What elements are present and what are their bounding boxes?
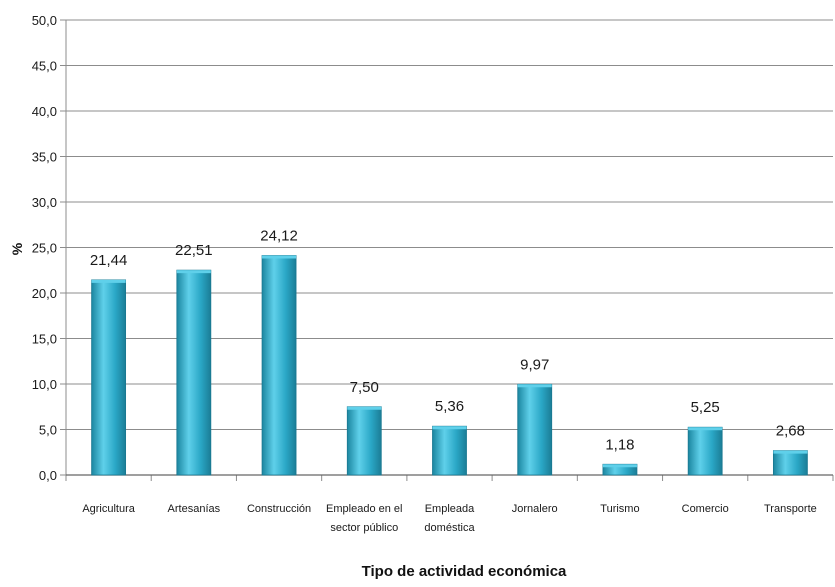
bar [517,383,553,476]
category-label: Turismo [600,503,639,515]
x-axis-title: Tipo de actividad económica [362,563,567,580]
bar-top-highlight [602,464,637,468]
y-tick-label: 50,0 [32,13,57,28]
data-label: 9,97 [520,356,549,373]
data-label: 1,18 [605,436,634,453]
y-axis-title: % [9,242,25,255]
category-label: Artesanías [168,503,221,515]
bar [772,450,808,476]
category-label: Empleada [425,503,475,515]
data-labels: 21,44 22,51 24,12 7,50 5,36 9,97 1,18 5,25 2,68 [90,228,805,454]
y-tick-label: 10,0 [32,377,57,392]
bar-top-highlight [432,426,467,430]
bar [687,426,723,476]
category-labels: Agricultura Artesanías Construcción Emplead… [82,503,816,534]
category-label: Comercio [682,503,729,515]
bar [261,255,297,476]
bar-top-highlight [176,270,211,274]
data-label: 5,36 [435,398,464,415]
category-label: Agricultura [82,503,135,515]
category-label: doméstica [424,522,475,534]
bar-top-highlight [773,450,808,454]
y-tick-label: 25,0 [32,241,57,256]
y-tick-label: 45,0 [32,59,57,74]
category-label: Jornalero [512,503,558,515]
bar-top-highlight [347,406,382,410]
y-tick-label: 5,0 [39,423,57,438]
category-label: Empleado en el [326,503,402,515]
bar [91,279,127,476]
data-label: 5,25 [691,399,720,416]
bar [346,406,382,476]
y-tick-label: 20,0 [32,286,57,301]
bar-top-highlight [91,279,126,283]
y-tick-label: 40,0 [32,104,57,119]
data-label: 21,44 [90,252,128,269]
y-tick-labels: 0,0 5,0 10,0 15,0 20,0 25,0 30,0 35,0 40,0 45,0 50… [32,13,57,483]
data-label: 24,12 [260,228,298,245]
data-label: 7,50 [350,379,379,396]
category-label: sector público [330,522,398,534]
bar-top-highlight [262,255,297,259]
y-tick-label: 30,0 [32,195,57,210]
category-label: Transporte [764,503,817,515]
bar-top-highlight [517,384,552,388]
y-tick-label: 15,0 [32,332,57,347]
bar-top-highlight [688,427,723,431]
data-label: 2,68 [776,423,805,440]
y-tick-label: 35,0 [32,150,57,165]
bar [176,269,212,476]
y-tick-label: 0,0 [39,468,57,483]
data-label: 22,51 [175,242,213,259]
category-label: Construcción [247,503,311,515]
bar [432,425,467,476]
bars [91,255,808,476]
